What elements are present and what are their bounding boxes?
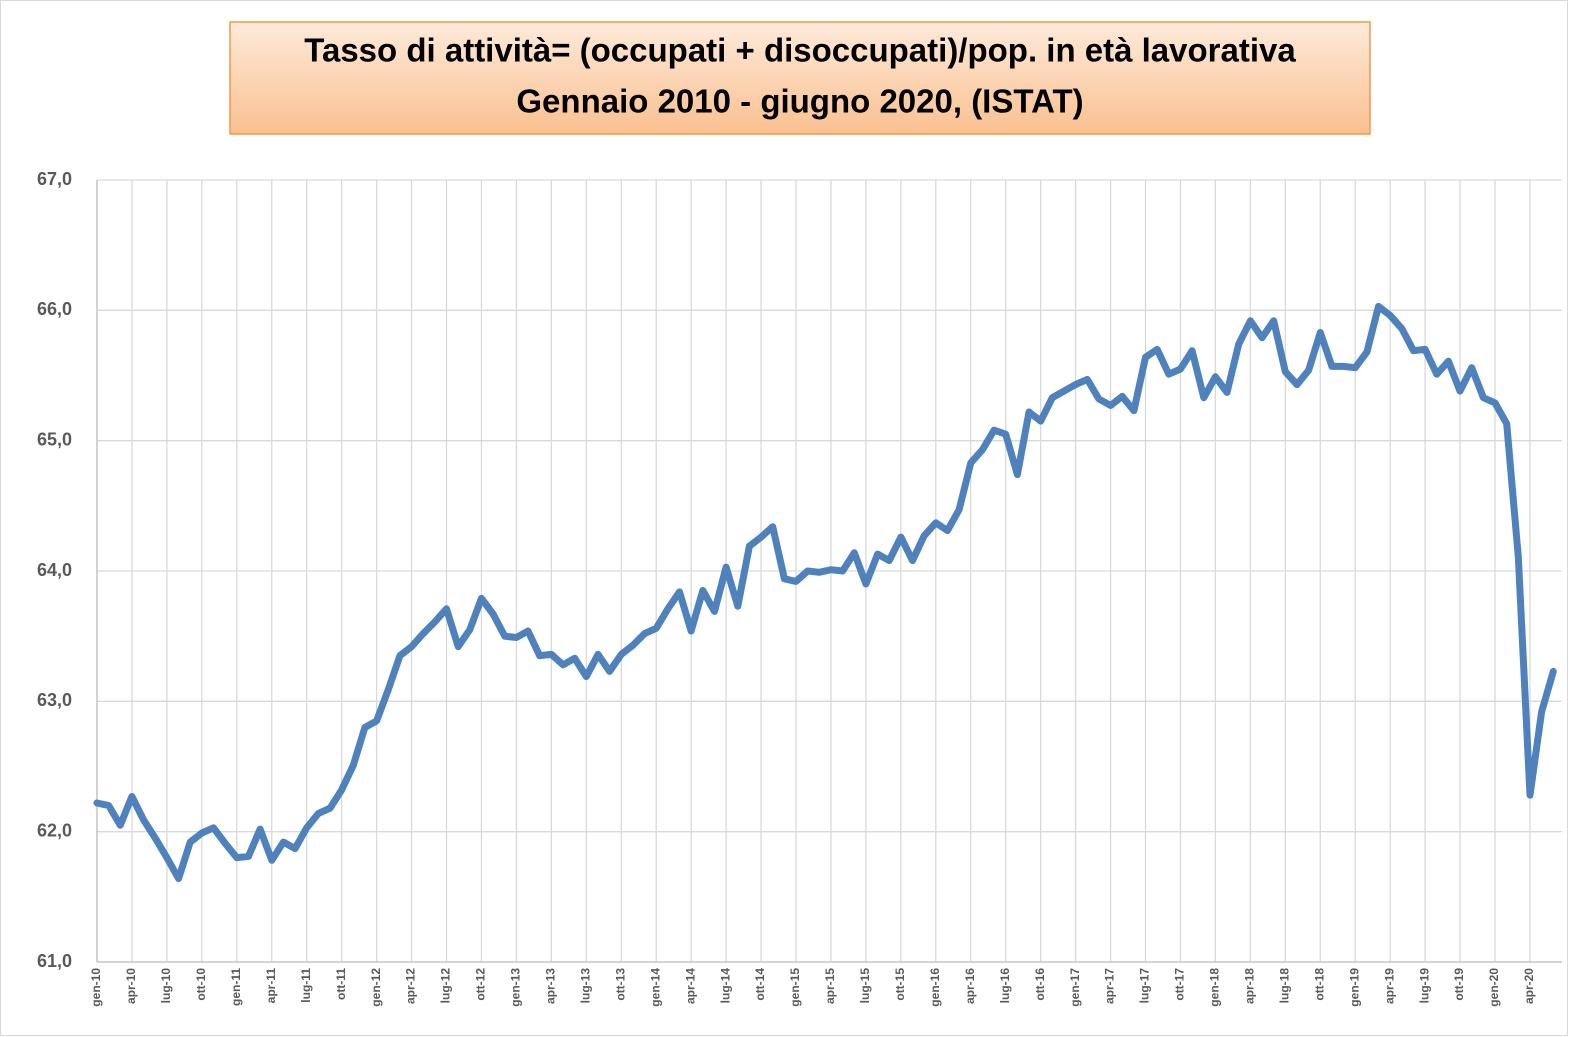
x-tick-label: ott-15 (893, 968, 907, 1001)
x-tick-label: gen-19 (1347, 968, 1361, 1007)
x-tick-label: lug-18 (1277, 968, 1291, 1004)
x-tick-label: gen-13 (509, 968, 523, 1007)
y-tick-label: 67,0 (37, 169, 72, 189)
y-tick-label: 63,0 (37, 690, 72, 710)
x-tick-label: apr-18 (1243, 968, 1257, 1004)
plot: 61,0 62,0 63,0 64,0 65,0 66,0 67,0 gen-10 apr-10… (37, 169, 1562, 1007)
x-tick-label: lug-11 (299, 968, 313, 1003)
x-tick-label: gen-15 (788, 968, 802, 1007)
x-tick-label: gen-20 (1487, 968, 1501, 1007)
x-tick-label: ott-16 (1033, 968, 1047, 1001)
x-tick-label: gen-14 (648, 968, 662, 1007)
x-tick-label: gen-11 (229, 968, 243, 1006)
x-tick-label: ott-18 (1312, 968, 1326, 1001)
x-tick-label: apr-13 (544, 968, 558, 1004)
y-tick-label: 66,0 (37, 299, 72, 319)
x-tick-label: apr-15 (823, 968, 837, 1004)
x-tick-label: lug-16 (998, 968, 1012, 1004)
y-tick-label: 62,0 (37, 820, 72, 840)
x-tick-label: gen-16 (928, 968, 942, 1007)
x-tick-label: gen-17 (1068, 968, 1082, 1007)
x-tick-label: ott-17 (1173, 968, 1187, 1001)
y-tick-label: 65,0 (37, 429, 72, 449)
x-tick-label: apr-19 (1382, 968, 1396, 1004)
x-tick-label: apr-10 (124, 968, 138, 1004)
x-tick-label: apr-12 (404, 968, 418, 1004)
x-tick-label: lug-19 (1417, 968, 1431, 1004)
x-tick-label: lug-12 (439, 968, 453, 1004)
x-tick-label: lug-15 (858, 968, 872, 1004)
x-tick-label: ott-12 (474, 968, 488, 1001)
x-tick-label: ott-14 (753, 968, 767, 1001)
x-tick-label: ott-13 (613, 968, 627, 1001)
x-tick-label: gen-12 (369, 968, 383, 1007)
x-tick-label: apr-11 (264, 968, 278, 1004)
data-line (93, 302, 1557, 883)
x-tick-label: lug-17 (1138, 968, 1152, 1004)
x-tick-label: gen-10 (89, 968, 103, 1007)
y-tick-label: 61,0 (37, 951, 72, 971)
x-tick-label: gen-18 (1208, 968, 1222, 1007)
x-tick-label: lug-10 (159, 968, 173, 1004)
chart-title: Tasso di attività= (occupati + disoccupa… (304, 32, 1296, 69)
x-tick-label: lug-13 (578, 968, 592, 1004)
chart-subtitle: Gennaio 2010 - giugno 2020, (ISTAT) (516, 83, 1083, 120)
x-tick-label: apr-20 (1522, 968, 1536, 1004)
x-tick-label: ott-10 (194, 968, 208, 1001)
x-tick-label: ott-19 (1452, 968, 1466, 1001)
x-tick-label: ott-11 (334, 968, 348, 1000)
x-tick-label: lug-14 (718, 968, 732, 1004)
title-box (229, 21, 1371, 135)
x-tick-label: apr-16 (963, 968, 977, 1004)
x-tick-label: apr-14 (683, 968, 697, 1004)
x-tick-label: apr-17 (1103, 968, 1117, 1004)
y-tick-label: 64,0 (37, 560, 72, 580)
